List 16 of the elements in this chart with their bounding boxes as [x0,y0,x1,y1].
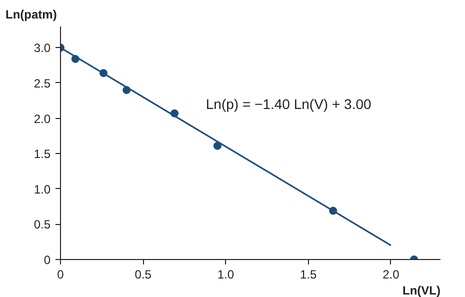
y-tick-label: 1.0 [34,182,51,196]
y-tick-label: 0 [44,253,51,267]
y-tick-label: 2.5 [34,76,51,90]
y-tick-label: 3.0 [34,41,51,56]
x-tick-label: 0 [57,268,64,282]
annotation: Ln(p) = −1.40 Ln(V) + 3.00 [206,96,372,112]
y-tick-label: 1.5 [34,147,51,162]
point [213,142,222,150]
y-tick-label: 2.0 [34,112,51,126]
x-axis-title: Ln(VL) [402,284,441,297]
y-axis-title: Ln(patm) [6,8,57,22]
x-tick-label: 2.0 [382,268,400,282]
x-tick-label: 1.5 [300,268,317,282]
x-tick-label: 0.5 [134,268,152,282]
y-tick-label: 0.5 [34,218,51,232]
x-tick-label: 1.0 [217,268,234,282]
